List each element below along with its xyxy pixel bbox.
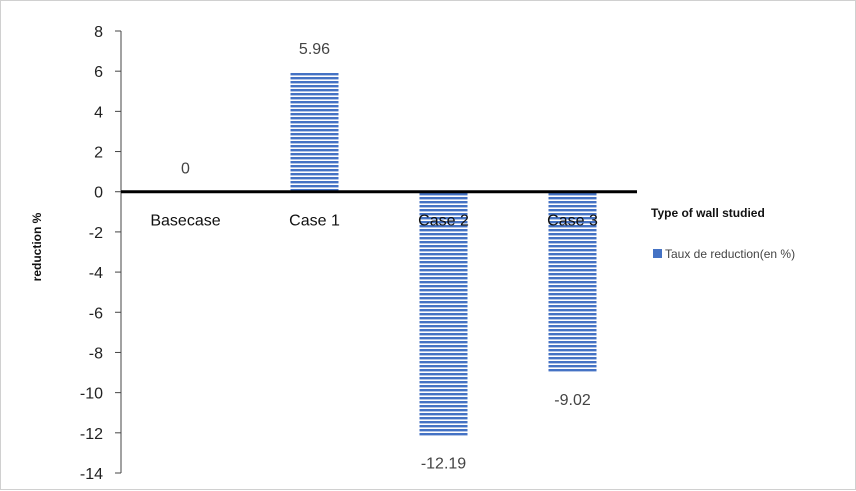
data-label: 5.96 bbox=[299, 41, 330, 58]
x-axis-title: Type of wall studied bbox=[651, 206, 765, 220]
legend: Taux de reduction(en %) bbox=[653, 247, 795, 261]
bar-case-2 bbox=[419, 191, 468, 437]
y-tick-label: 6 bbox=[94, 64, 103, 81]
x-category-label: Case 2 bbox=[418, 213, 469, 230]
y-tick-label: 4 bbox=[94, 104, 103, 121]
data-label: -12.19 bbox=[421, 456, 466, 473]
y-tick-label: -12 bbox=[80, 426, 103, 443]
y-tick-label: 2 bbox=[94, 145, 103, 162]
labels: Basecase 0 Case 1 5.96 Case 2 -12.19 Case 3 -9.… bbox=[150, 41, 598, 473]
y-tick-label: -2 bbox=[89, 225, 103, 242]
x-category-label: Basecase bbox=[150, 213, 220, 230]
y-axis: 8 6 4 2 0 -2 -4 -6 -8 -10 -12 -14 bbox=[80, 24, 122, 483]
y-tick-label: -14 bbox=[80, 466, 103, 483]
y-axis-title: reduction % bbox=[30, 212, 44, 281]
x-category-label: Case 3 bbox=[547, 213, 598, 230]
y-tick-label: -6 bbox=[89, 305, 103, 322]
data-label: 0 bbox=[181, 161, 190, 178]
y-tick-label: -10 bbox=[80, 386, 103, 403]
legend-swatch bbox=[653, 249, 662, 258]
bar-case-3 bbox=[548, 191, 597, 373]
y-tick-label: 0 bbox=[94, 185, 103, 202]
data-label: -9.02 bbox=[554, 392, 591, 409]
x-category-label: Case 1 bbox=[289, 213, 340, 230]
bars bbox=[290, 71, 597, 437]
y-tick-label: -4 bbox=[89, 265, 103, 282]
bar-case-1 bbox=[290, 71, 339, 192]
legend-label: Taux de reduction(en %) bbox=[665, 247, 795, 261]
y-tick-label: -8 bbox=[89, 345, 103, 362]
y-tick-label: 8 bbox=[94, 24, 103, 41]
